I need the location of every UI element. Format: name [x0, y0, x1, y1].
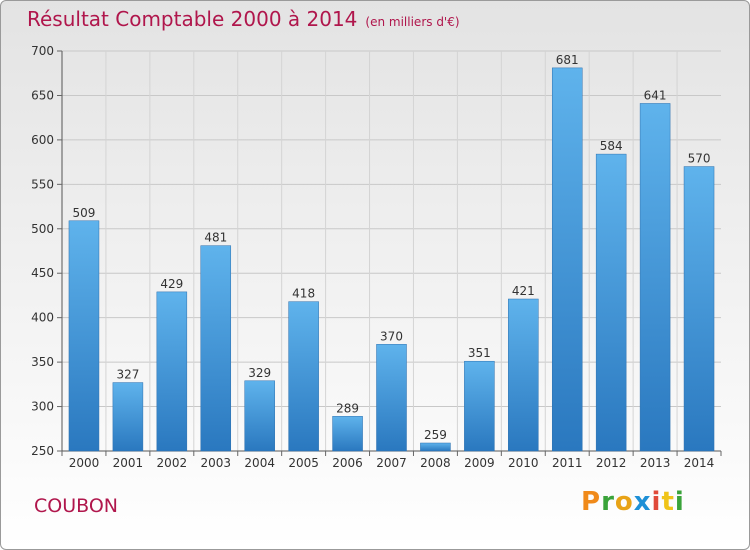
bar-2000 — [68, 220, 100, 452]
chart-title-text: Résultat Comptable 2000 à 2014 — [27, 7, 358, 31]
x-tick-label: 2013 — [640, 456, 671, 470]
x-tick-label: 2011 — [552, 456, 583, 470]
bar-2002 — [156, 291, 188, 452]
value-label-2001: 327 — [116, 368, 139, 382]
x-tick-label: 2006 — [332, 456, 363, 470]
y-tick-label: 700 — [31, 44, 54, 58]
value-label-2014: 570 — [688, 152, 711, 166]
y-axis-ticks: 250 300 350 400 450 500 550 600 650 700 — [31, 44, 62, 458]
bar-2005 — [288, 301, 319, 452]
logo-letter: r — [601, 487, 615, 517]
proxiti-logo: Proxiti — [581, 487, 685, 517]
bar-2006 — [332, 416, 363, 452]
chart-unit: (en milliers d'€) — [365, 15, 460, 29]
bar-2012 — [595, 153, 627, 452]
x-tick-label: 2001 — [113, 456, 144, 470]
bar-2008 — [420, 442, 451, 452]
x-tick-label: 2000 — [69, 456, 100, 470]
y-tick-label: 350 — [31, 355, 54, 369]
y-tick-label: 400 — [31, 311, 54, 325]
logo-letter: i — [674, 487, 685, 517]
bar-2011 — [551, 67, 583, 452]
value-label-2005: 418 — [292, 287, 315, 301]
y-tick-label: 550 — [31, 177, 54, 191]
value-label-2010: 421 — [512, 284, 535, 298]
y-tick-label: 250 — [31, 444, 54, 458]
value-label-2011: 681 — [556, 53, 579, 67]
x-tick-label: 2009 — [464, 456, 495, 470]
bars — [68, 67, 715, 452]
y-tick-label: 450 — [31, 266, 54, 280]
value-label-2002: 429 — [160, 277, 183, 291]
y-tick-label: 600 — [31, 133, 54, 147]
bar-2010 — [508, 298, 539, 452]
logo-letter: x — [633, 487, 652, 517]
value-label-2004: 329 — [248, 366, 271, 380]
value-label-2000: 509 — [73, 206, 96, 220]
x-tick-label: 2008 — [420, 456, 451, 470]
y-tick-label: 650 — [31, 88, 54, 102]
value-label-2009: 351 — [468, 346, 491, 360]
bar-2001 — [112, 382, 144, 452]
bar-2007 — [376, 344, 407, 452]
x-axis-ticks: 2000 2001 2002 2003 2004 2005 2006 2007 2008 2009… — [61, 451, 722, 470]
logo-letter: o — [614, 487, 634, 517]
bar-2004 — [244, 380, 275, 452]
value-labels: 509 327 429 481 329 418 289 370 259 351 421 681 584 6… — [73, 53, 711, 442]
logo-letter: i — [651, 487, 662, 517]
x-tick-label: 2005 — [288, 456, 319, 470]
logo-letter: P — [581, 487, 602, 517]
value-label-2007: 370 — [380, 329, 403, 343]
x-tick-label: 2003 — [200, 456, 231, 470]
value-label-2012: 584 — [600, 139, 623, 153]
x-tick-label: 2012 — [596, 456, 627, 470]
x-tick-label: 2014 — [684, 456, 715, 470]
value-label-2003: 481 — [204, 231, 227, 245]
x-tick-label: 2004 — [244, 456, 275, 470]
bar-2014 — [683, 166, 715, 452]
value-label-2013: 641 — [644, 88, 667, 102]
chart-title: Résultat Comptable 2000 à 2014 (en millie… — [27, 7, 460, 31]
value-label-2006: 289 — [336, 401, 359, 415]
y-tick-label: 300 — [31, 400, 54, 414]
x-tick-label: 2010 — [508, 456, 539, 470]
city-name: COUBON — [34, 495, 118, 517]
value-label-2008: 259 — [424, 428, 447, 442]
x-tick-label: 2002 — [157, 456, 188, 470]
bar-2013 — [639, 103, 671, 452]
y-tick-label: 500 — [31, 222, 54, 236]
bar-2003 — [200, 245, 232, 452]
x-tick-label: 2007 — [376, 456, 407, 470]
bar-2009 — [464, 360, 495, 452]
logo-letter: t — [661, 487, 675, 517]
